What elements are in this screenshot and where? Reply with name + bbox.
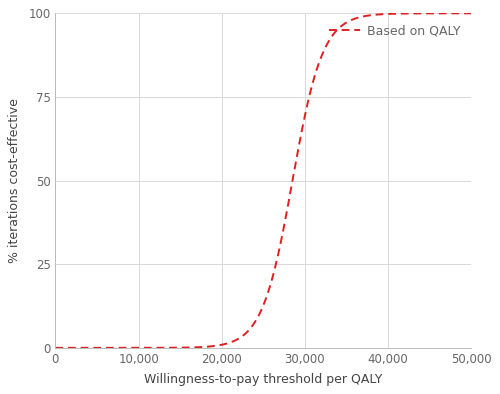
Based on QALY	[52, 346, 59, 350]
Legend: Based on QALY: Based on QALY	[324, 20, 465, 43]
Based on QALY	[416, 11, 422, 16]
Based on QALY	[230, 339, 236, 344]
Based on QALY	[468, 11, 474, 16]
Based on QALY	[124, 346, 130, 350]
Based on QALY	[100, 346, 106, 350]
Line: Based on QALY: Based on QALY	[56, 13, 472, 348]
X-axis label: Willingness-to-pay threshold per QALY: Willingness-to-pay threshold per QALY	[144, 373, 382, 386]
Based on QALY	[212, 344, 218, 348]
Y-axis label: % iterations cost-effective: % iterations cost-effective	[8, 98, 22, 263]
Based on QALY	[460, 11, 466, 16]
